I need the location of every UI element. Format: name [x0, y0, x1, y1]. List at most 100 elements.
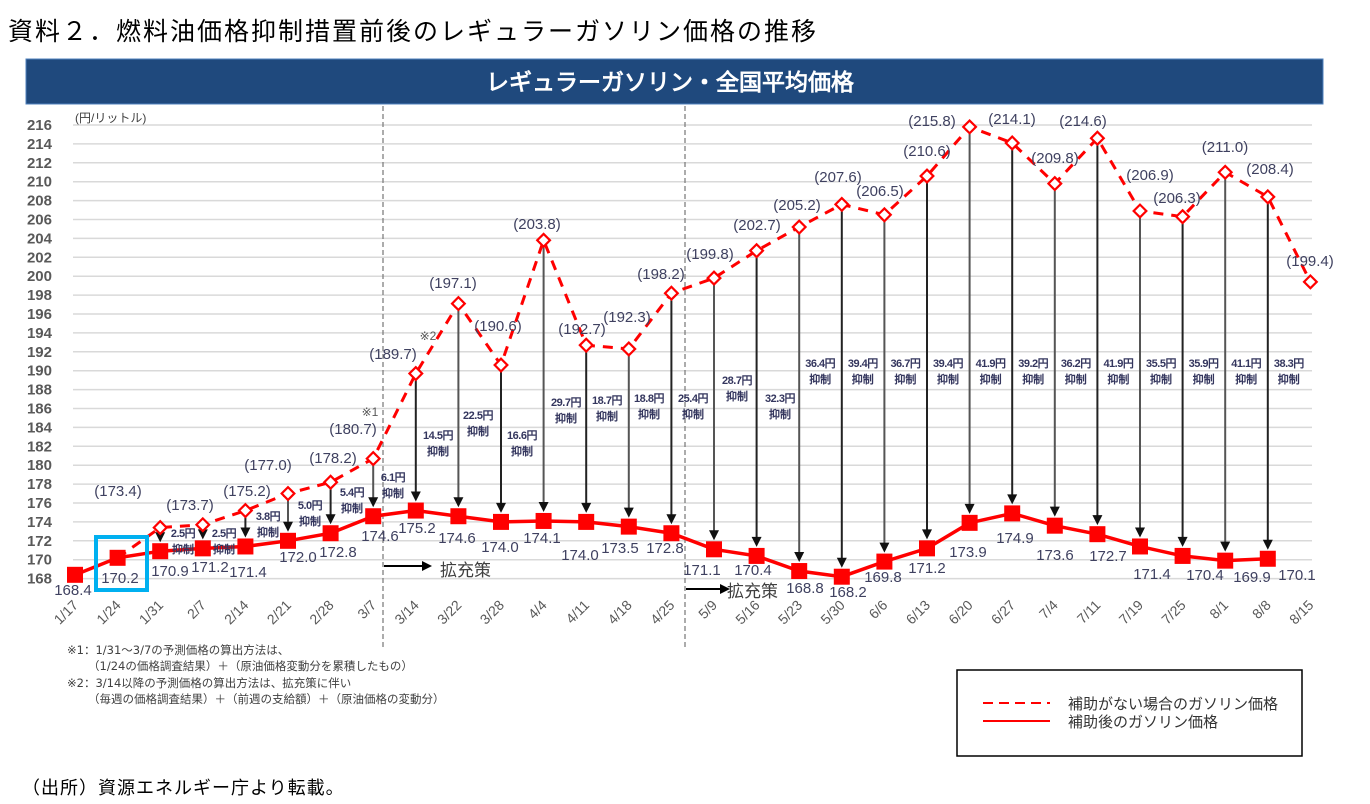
square-marker	[237, 538, 254, 555]
y-tick-label: 206	[27, 212, 52, 229]
suppression-amount-label: 39.4円	[933, 357, 963, 370]
arrow-down-icon	[1262, 539, 1273, 550]
diamond-marker	[791, 219, 808, 235]
suppression-amount-label: 2.5円	[171, 527, 196, 540]
arrow-down-icon	[964, 503, 975, 514]
diamond-marker	[1132, 203, 1148, 219]
x-tick-label: 8/8	[1249, 597, 1274, 622]
x-tick-label: 6/20	[945, 597, 976, 628]
x-tick-label: 7/19	[1116, 597, 1147, 628]
square-marker	[109, 549, 126, 566]
data-label-without-subsidy: (192.7)	[558, 321, 606, 338]
data-label-with-subsidy: 174.9	[996, 530, 1034, 547]
data-label-without-subsidy: (214.6)	[1059, 113, 1107, 130]
arrow-down-icon	[410, 491, 421, 502]
suppression-amount-label: 3.8円	[256, 510, 281, 523]
suppression-amount-label: 41.1円	[1231, 357, 1261, 370]
x-tick-label: 1/31	[136, 597, 167, 628]
suppression-amount-label: 6.1円	[381, 471, 406, 484]
arrow-down-icon	[368, 497, 379, 508]
suppression-amount-label: 32.3円	[765, 392, 795, 405]
diamond-marker	[152, 519, 169, 536]
square-marker	[706, 541, 722, 558]
y-tick-label: 202	[27, 249, 52, 266]
square-marker	[578, 513, 595, 530]
footnote-2-detail: （毎週の価格調査結果）＋（前週の支給額）＋（原油価格の変動分）	[88, 692, 445, 706]
y-tick-label: 198	[27, 287, 52, 304]
square-marker	[620, 518, 637, 535]
banner-background	[25, 58, 1324, 105]
data-label-with-subsidy: 170.4	[1186, 567, 1224, 584]
data-label-with-subsidy: 174.6	[438, 530, 476, 547]
data-label-with-subsidy: 173.6	[1036, 547, 1074, 564]
arrow-down-icon	[240, 527, 251, 538]
arrow-down-icon	[1092, 515, 1103, 526]
data-label-with-subsidy: 170.1	[1278, 567, 1316, 584]
data-label-with-subsidy: 172.7	[1089, 548, 1127, 565]
square-marker	[663, 525, 680, 542]
suppression-text-label: 抑制	[682, 407, 704, 421]
suppression-text-label: 抑制	[726, 389, 748, 403]
x-tick-label: 5/23	[775, 597, 806, 628]
data-label-without-subsidy: (180.7)	[329, 421, 377, 438]
x-tick-label: 2/21	[264, 597, 295, 628]
data-label-with-subsidy: 175.2	[398, 520, 436, 537]
annotation-mark: ※2	[420, 329, 437, 343]
data-label-with-subsidy: 172.8	[319, 544, 357, 561]
data-label-without-subsidy: (206.9)	[1126, 167, 1174, 184]
data-label-with-subsidy: 171.1	[683, 562, 721, 579]
data-label-without-subsidy: (209.8)	[1031, 150, 1079, 167]
data-label-with-subsidy: 174.6	[361, 528, 399, 545]
diamond-marker	[833, 196, 850, 213]
diamond-marker	[919, 168, 935, 184]
data-label-with-subsidy: 169.9	[1233, 569, 1271, 586]
suppression-text-label: 抑制	[1107, 372, 1129, 386]
y-tick-label: 172	[27, 533, 52, 550]
x-tick-label: 1/17	[51, 597, 82, 628]
data-label-without-subsidy: (175.2)	[223, 483, 271, 500]
arrow-down-icon	[581, 502, 592, 513]
suppression-amount-label: 18.8円	[634, 392, 664, 405]
y-tick-label: 216	[27, 117, 52, 134]
arrow-down-icon	[623, 507, 634, 518]
diamond-marker	[1089, 130, 1106, 147]
legend-box	[956, 669, 1303, 757]
data-label-with-subsidy: 174.0	[481, 539, 519, 556]
square-marker	[280, 532, 296, 549]
suppression-amount-label: 35.5円	[1146, 357, 1176, 370]
suppression-text-label: 抑制	[1022, 372, 1044, 386]
data-label-without-subsidy: (198.2)	[637, 266, 685, 283]
square-marker	[1089, 526, 1106, 543]
y-tick-label: 192	[27, 344, 52, 361]
suppression-amount-label: 41.9円	[976, 357, 1006, 370]
x-tick-label: 3/28	[477, 597, 508, 628]
y-tick-label: 178	[27, 476, 52, 493]
arrow-down-icon	[538, 501, 549, 512]
suppression-text-label: 抑制	[1235, 372, 1257, 386]
data-label-without-subsidy: (192.3)	[603, 309, 651, 326]
square-marker	[450, 508, 467, 525]
suppression-arrows	[155, 133, 1273, 568]
x-tick-label: 4/18	[604, 597, 635, 628]
x-tick-label: 3/7	[354, 597, 379, 622]
diamond-marker	[748, 242, 765, 259]
y-tick-label: 176	[27, 495, 52, 512]
y-tick-label: 190	[27, 363, 52, 380]
document-title: 資料２．燃料油価格抑制措置前後のレギュラーガソリン価格の推移	[8, 17, 819, 46]
suppression-text-label: 抑制	[980, 372, 1002, 386]
data-label-with-subsidy: 170.9	[151, 563, 189, 580]
suppression-text-label: 抑制	[427, 444, 449, 458]
square-marker	[535, 512, 552, 529]
y-tick-label: 210	[27, 174, 52, 191]
suppression-amount-label: 39.4円	[848, 357, 878, 370]
arrow-down-icon	[794, 552, 805, 563]
suppression-text-label: 抑制	[937, 372, 959, 386]
arrow-down-icon	[1135, 527, 1145, 538]
arrow-down-icon	[1049, 506, 1060, 517]
arrow-down-icon	[197, 529, 208, 540]
y-tick-label: 186	[27, 401, 52, 418]
diamond-marker	[620, 341, 637, 357]
